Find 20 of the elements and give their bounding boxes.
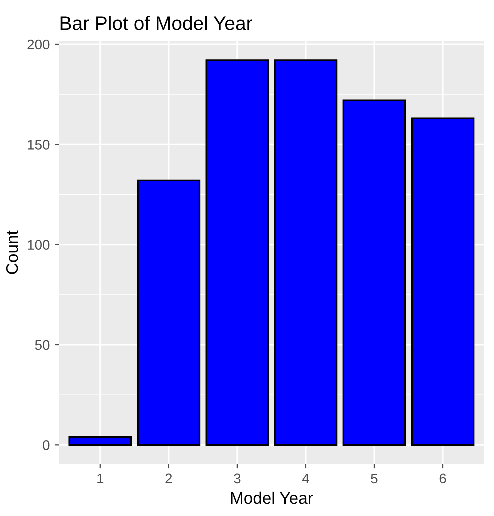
y-tick-label: 0 <box>43 440 50 450</box>
x-tick-label: 2 <box>166 474 172 484</box>
chart-title: Bar Plot of Model Year <box>60 16 252 30</box>
y-axis-title: Count <box>6 230 18 274</box>
x-tick-label: 6 <box>440 474 446 484</box>
x-tick-label: 5 <box>371 474 378 484</box>
x-axis-title: Model Year <box>231 492 314 504</box>
bar <box>68 436 132 446</box>
bar <box>137 180 201 446</box>
x-tick-label: 1 <box>98 474 104 484</box>
y-tick-label: 200 <box>28 40 50 50</box>
bar <box>342 100 406 446</box>
bar <box>411 118 475 446</box>
y-tick-label: 50 <box>35 340 50 350</box>
y-tick-label: 100 <box>28 240 50 250</box>
x-tick-label: 3 <box>234 474 241 484</box>
y-tick-label: 150 <box>28 140 50 150</box>
x-tick-label: 4 <box>302 474 310 484</box>
bar <box>206 60 270 446</box>
bar <box>274 60 338 446</box>
